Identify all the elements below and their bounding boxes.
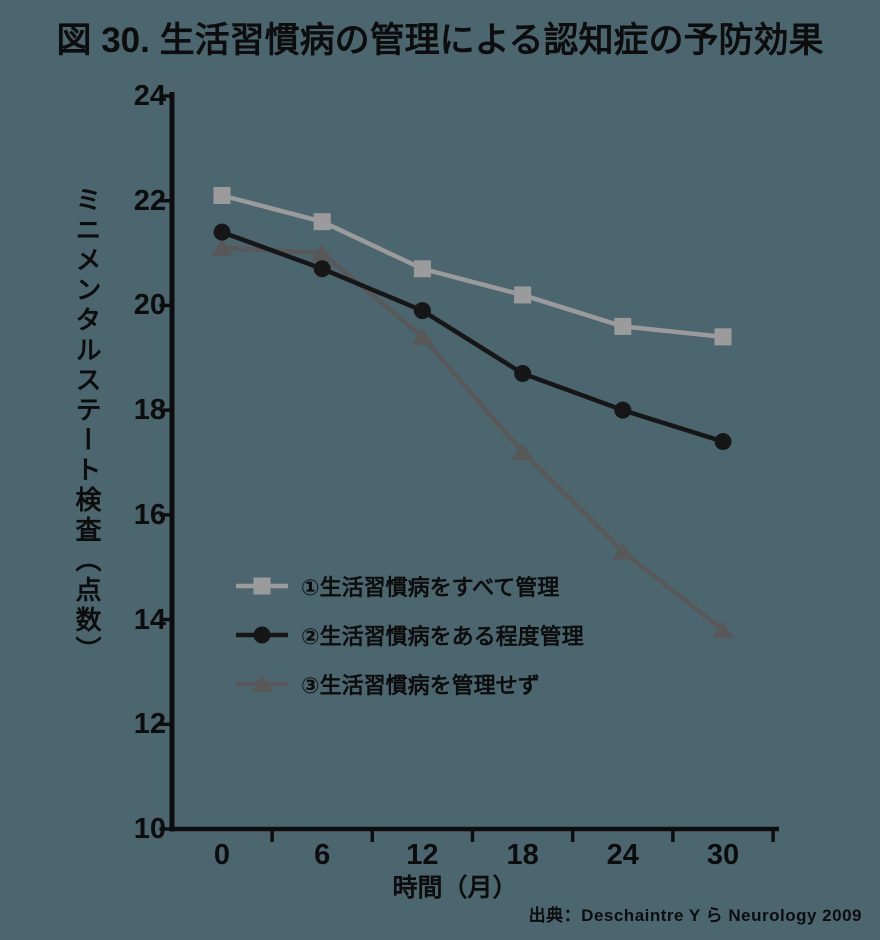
x-tick-label-18: 18 — [506, 839, 539, 871]
data-point-circle-6 — [313, 260, 331, 278]
series-line-triangle — [221, 245, 725, 632]
legend: ①生活習慣病をすべて管理 ②生活習慣病をある程度管理 ③生活習慣病を管理せず — [236, 561, 584, 708]
data-point-square-30 — [714, 328, 732, 346]
series-line-circle — [221, 230, 724, 444]
legend-marker-triangle-icon — [236, 674, 288, 692]
legend-item: ②生活習慣病をある程度管理 — [236, 610, 584, 659]
data-point-triangle-18 — [511, 443, 534, 461]
y-tick-label-12: 12 — [133, 708, 166, 741]
x-tick-label-0: 0 — [213, 839, 231, 871]
x-tick-label-6: 6 — [314, 839, 331, 871]
y-tick-label-24: 24 — [133, 80, 166, 112]
figure-title: 図 30. 生活習慣病の管理による認知症の予防効果 — [56, 21, 824, 60]
data-point-circle-0 — [213, 223, 231, 241]
y-tick-label-10: 10 — [133, 813, 166, 845]
data-point-triangle-0 — [211, 238, 233, 256]
data-point-square-0 — [213, 186, 231, 204]
x-tick-label-12: 12 — [406, 839, 439, 871]
data-point-square-18 — [514, 286, 532, 304]
y-tick-label-18: 18 — [133, 394, 166, 427]
x-tick-label-30: 30 — [706, 839, 740, 871]
data-point-circle-30 — [714, 433, 732, 451]
legend-label: ②生活習慣病をある程度管理 — [301, 623, 584, 649]
legend-item: ①生活習慣病をすべて管理 — [236, 561, 584, 610]
data-point-circle-18 — [514, 364, 532, 382]
y-tick-label-20: 20 — [133, 289, 166, 322]
x-tick-label-24: 24 — [606, 839, 639, 871]
data-point-triangle-12 — [411, 327, 434, 345]
data-point-triangle-24 — [611, 542, 634, 560]
legend-item: ③生活習慣病を管理せず — [236, 659, 584, 708]
y-tick-label-22: 22 — [133, 184, 166, 217]
data-point-square-24 — [614, 317, 632, 335]
y-tick-label-14: 14 — [133, 603, 166, 636]
legend-label: ③生活習慣病を管理せず — [301, 672, 540, 698]
y-tick-label-16: 16 — [133, 498, 166, 531]
legend-marker-square-icon — [236, 577, 288, 594]
data-point-triangle-30 — [712, 621, 734, 639]
y-axis-title: ミニメンタルステート検査（点数） — [72, 186, 102, 666]
data-point-triangle-6 — [311, 244, 334, 262]
data-point-circle-12 — [413, 302, 431, 320]
x-axis-title: 時間（月） — [392, 874, 518, 902]
data-point-square-6 — [313, 213, 331, 231]
data-point-circle-24 — [614, 401, 632, 419]
source-citation: 出典：Deschaintre Y ら Neurology 2009 — [528, 906, 862, 925]
legend-label: ①生活習慣病をすべて管理 — [301, 574, 560, 600]
data-point-square-12 — [413, 260, 431, 278]
series-line-square — [221, 193, 724, 340]
legend-marker-circle-icon — [236, 626, 288, 643]
